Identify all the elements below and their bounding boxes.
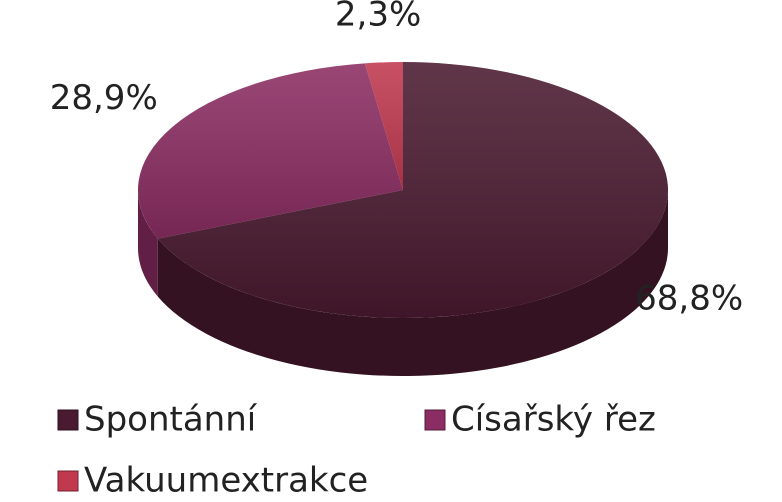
data-label: 28,9%	[50, 78, 158, 118]
legend-swatch	[57, 470, 79, 492]
legend-label: Vakuumextrakce	[84, 461, 368, 501]
slice-shade	[137, 63, 403, 239]
slice-shade	[157, 62, 668, 318]
slice-side	[157, 190, 668, 377]
slice-shade	[364, 62, 403, 190]
data-label: 68,8%	[635, 279, 743, 319]
legend-label: Spontánní	[84, 400, 258, 440]
data-label: 2,3%	[335, 0, 421, 35]
legend-label: Císařský řez	[451, 400, 656, 440]
legend-swatch	[57, 409, 79, 431]
legend-swatch	[424, 409, 446, 431]
slice-side	[138, 190, 158, 297]
